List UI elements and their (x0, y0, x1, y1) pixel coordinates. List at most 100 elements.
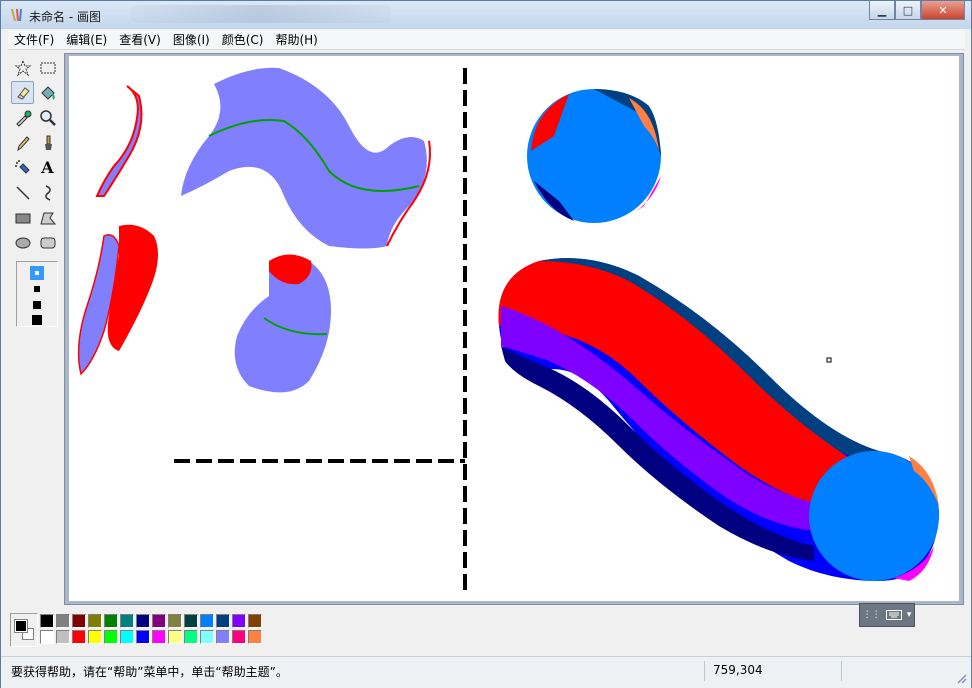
palette-swatch[interactable] (232, 614, 246, 628)
eraser-size-2[interactable] (34, 286, 40, 292)
maximize-button[interactable]: □ (895, 1, 921, 20)
palette-swatch[interactable] (72, 614, 86, 628)
palette-swatch[interactable] (40, 614, 54, 628)
shape-capsule-navy (501, 346, 814, 561)
palette-swatch[interactable] (200, 614, 214, 628)
palette-swatch[interactable] (120, 630, 134, 644)
free-select-tool[interactable] (11, 56, 34, 79)
palette-swatch[interactable] (152, 630, 166, 644)
line-tool[interactable] (11, 181, 34, 204)
shape-wavy-blob (181, 67, 427, 249)
palette-swatch[interactable] (136, 614, 150, 628)
palette-swatch[interactable] (120, 614, 134, 628)
palette-swatch[interactable] (72, 630, 86, 644)
star-select-icon (14, 59, 31, 76)
shape-capsule-purple (501, 306, 829, 531)
menu-image[interactable]: 图像(I) (172, 32, 210, 47)
title-bar[interactable]: 未命名 - 画图 ▁ □ ✕ (1, 1, 971, 29)
shape-capsule-end-orange (909, 456, 939, 506)
foreground-color-swatch[interactable] (14, 619, 28, 633)
shape-capsule-red (498, 261, 854, 506)
color-picker-tool[interactable] (11, 106, 34, 129)
blurred-title-region (131, 5, 391, 23)
toolbox: A (8, 53, 64, 603)
menu-help[interactable]: 帮助(H) (275, 32, 318, 47)
rounded-rect-tool[interactable] (36, 231, 59, 254)
canvas-drawing (77, 67, 939, 596)
shape-circle-shade (594, 89, 661, 156)
window-title: 未命名 - 画图 (29, 10, 101, 24)
resize-grip-icon[interactable] (955, 672, 967, 684)
palette-swatch[interactable] (184, 614, 198, 628)
minimize-button[interactable]: ▁ (869, 1, 895, 20)
polygon-tool[interactable] (36, 206, 59, 229)
keyboard-icon[interactable] (885, 610, 902, 620)
curve-tool[interactable] (36, 181, 59, 204)
eraser-tool[interactable] (11, 81, 34, 104)
close-button[interactable]: ✕ (921, 1, 965, 20)
line-icon (15, 185, 30, 200)
menu-edit[interactable]: 编辑(E) (66, 32, 108, 47)
status-help-text: 要获得帮助，请在“帮助”菜单中，单击“帮助主题”。 (11, 665, 288, 679)
palette-swatch[interactable] (88, 614, 102, 628)
airbrush-tool[interactable] (11, 156, 34, 179)
eraser-size-4[interactable] (32, 315, 42, 325)
eraser-size-1 (35, 271, 39, 275)
ime-menu-icon[interactable]: ▾ (906, 610, 912, 620)
palette-swatch[interactable] (216, 630, 230, 644)
eraser-icon (16, 86, 30, 100)
shape-lower-blob (234, 256, 331, 393)
window-controls: ▁ □ ✕ (869, 1, 965, 21)
menu-file[interactable]: 文件(F) (14, 32, 55, 47)
status-divider (841, 661, 842, 681)
palette-swatch[interactable] (88, 630, 102, 644)
fill-tool[interactable] (36, 81, 59, 104)
palette-swatch[interactable] (232, 630, 246, 644)
color-palette (8, 607, 965, 655)
shape-small-tentacle (95, 85, 143, 197)
palette-swatch[interactable] (104, 630, 118, 644)
rect-select-tool[interactable] (36, 56, 59, 79)
text-tool[interactable]: A (36, 156, 59, 179)
palette-swatch[interactable] (136, 630, 150, 644)
brush-tool[interactable] (36, 131, 59, 154)
drawing-canvas[interactable] (69, 56, 959, 601)
menu-bar: 文件(F) 编辑(E) 查看(V) 图像(I) 颜色(C) 帮助(H) (8, 30, 965, 50)
ellipse-tool[interactable] (11, 231, 34, 254)
minimize-icon: ▁ (877, 3, 887, 17)
palette-swatch[interactable] (184, 630, 198, 644)
pencil-tool[interactable] (11, 131, 34, 154)
palette-swatch[interactable] (168, 614, 182, 628)
shape-circle-orange (629, 98, 659, 151)
palette-swatch[interactable] (56, 614, 70, 628)
palette-swatch[interactable] (56, 630, 70, 644)
palette-swatch[interactable] (216, 614, 230, 628)
paint-bucket-icon (40, 85, 55, 100)
magnifier-tool[interactable] (36, 106, 59, 129)
menu-colors[interactable]: 颜色(C) (221, 32, 264, 47)
palette-swatch[interactable] (104, 614, 118, 628)
palette-swatch[interactable] (200, 630, 214, 644)
rectangle-tool[interactable] (11, 206, 34, 229)
brush-icon (44, 135, 52, 150)
eraser-size-3[interactable] (33, 301, 41, 309)
ime-grip-icon: ⋮⋮ (862, 610, 881, 620)
current-color-box[interactable] (10, 613, 38, 647)
eraser-size-options (16, 261, 58, 327)
shape-circle-navy (534, 181, 574, 221)
status-bar: 要获得帮助，请在“帮助”菜单中，单击“帮助主题”。 759,304 (1, 656, 971, 688)
ime-toolbar[interactable]: ⋮⋮ ▾ (859, 603, 915, 627)
pencil-icon (16, 135, 30, 151)
paint-app-icon (11, 9, 22, 21)
shape-circle-red (531, 94, 569, 151)
polygon-icon (39, 212, 56, 224)
maximize-icon: □ (902, 3, 914, 17)
menu-view[interactable]: 查看(V) (119, 32, 161, 47)
palette-swatch[interactable] (248, 614, 262, 628)
palette-swatch[interactable] (168, 630, 182, 644)
palette-swatch[interactable] (40, 630, 54, 644)
palette-swatch[interactable] (248, 630, 262, 644)
palette-swatch[interactable] (152, 614, 166, 628)
shape-red-flame (107, 224, 158, 351)
